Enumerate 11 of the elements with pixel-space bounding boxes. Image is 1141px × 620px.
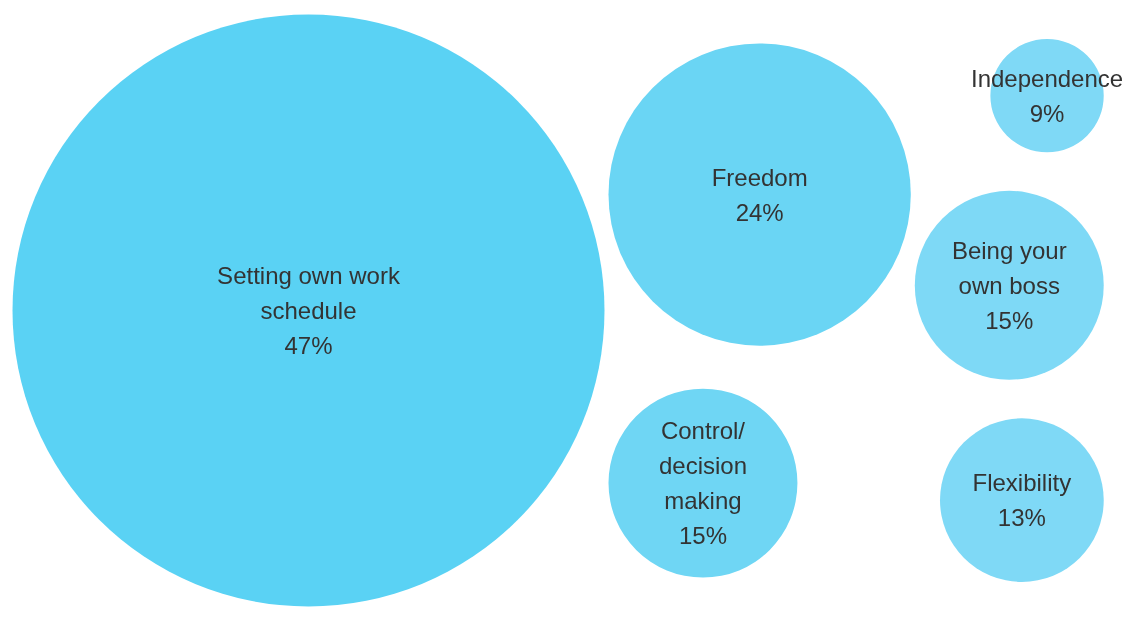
data-label: 24% [735,198,784,226]
category-label: Being your own boss [951,236,1067,299]
category-label: Freedom [711,163,808,191]
category-label: Flexibility [972,469,1072,497]
data-label: 47% [284,332,333,360]
data-label: 13% [997,504,1046,532]
data-label: 9% [1029,99,1065,127]
data-label: 15% [678,522,727,550]
category-label: Setting own work schedule [217,261,401,324]
data-label: 15% [985,306,1034,334]
category-label: Control/ decision making [658,416,747,515]
